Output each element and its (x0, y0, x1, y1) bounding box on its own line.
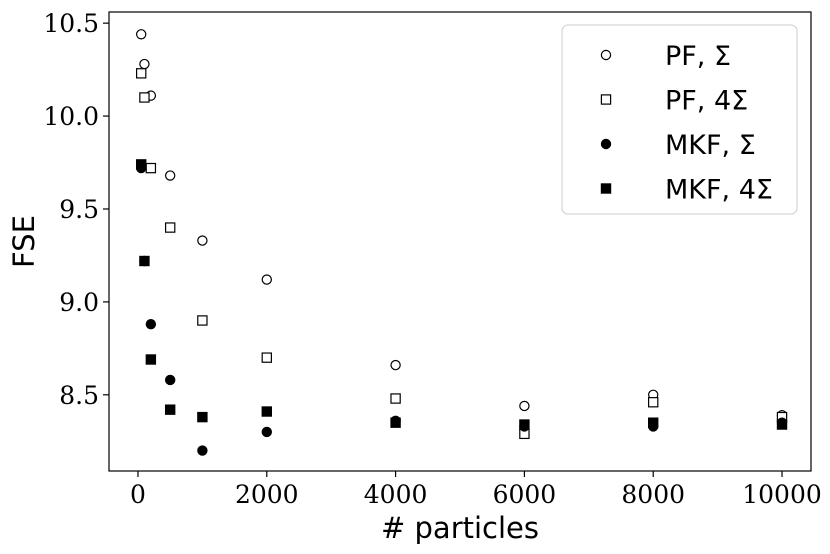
y-tick-label: 10.5 (43, 9, 99, 38)
data-point (139, 58, 150, 70)
x-tick-label: 6000 (493, 480, 557, 509)
legend-marker (600, 49, 612, 61)
data-point (164, 404, 176, 415)
data-point (145, 354, 157, 365)
series-2 (136, 68, 788, 440)
series-4 (136, 159, 788, 430)
data-point (136, 159, 147, 170)
data-point (197, 235, 208, 246)
data-point (390, 393, 401, 404)
data-point (519, 400, 530, 412)
data-point (390, 359, 401, 371)
legend-entry: MKF, Σ (665, 130, 756, 161)
data-point (145, 318, 157, 330)
axis-ticks: 0 2000 4000 6000 8000 10000 8.5 9.0 9.5 10.0 10.5 (43, 9, 821, 509)
data-marks (136, 29, 788, 456)
data-point (164, 374, 176, 386)
data-point (136, 29, 147, 40)
y-tick-label: 9.0 (59, 288, 99, 317)
x-tick-label: 10000 (742, 480, 822, 509)
legend-entry: PF, Σ (665, 41, 731, 72)
plot-frame (108, 11, 812, 472)
data-point (261, 406, 272, 417)
data-point (197, 411, 208, 423)
series-1 (136, 29, 788, 421)
data-point (648, 417, 659, 428)
y-tick-label: 8.5 (59, 381, 99, 410)
legend-marker (600, 138, 612, 150)
data-point (648, 397, 659, 408)
data-point (164, 170, 176, 181)
data-point (139, 92, 150, 103)
data-point (145, 162, 157, 174)
x-tick-label: 4000 (364, 480, 428, 509)
legend-entry: MKF, 4Σ (665, 175, 773, 206)
legend: PF, Σ PF, 4Σ MKF, Σ MKF, 4Σ (561, 24, 798, 215)
data-point (519, 419, 530, 430)
data-point (164, 222, 176, 233)
data-point (390, 417, 401, 428)
data-point (139, 255, 150, 267)
legend-box (561, 24, 798, 215)
x-tick-label: 2000 (235, 480, 299, 509)
x-tick-label: 0 (130, 480, 146, 509)
data-point (197, 315, 208, 326)
data-point (776, 419, 788, 430)
y-axis-label: FSE (7, 215, 41, 268)
data-point (261, 274, 272, 285)
x-axis-label: # particles (381, 511, 539, 545)
legend-entry: PF, 4Σ (665, 86, 748, 117)
legend-marker (600, 183, 612, 194)
legend-marker (600, 94, 612, 105)
y-tick-label: 10.0 (43, 102, 99, 131)
y-tick-label: 9.5 (59, 195, 99, 224)
x-tick-label: 8000 (621, 480, 685, 509)
data-point (136, 68, 147, 79)
data-point (197, 445, 208, 456)
data-point (261, 352, 272, 363)
data-point (261, 426, 272, 438)
